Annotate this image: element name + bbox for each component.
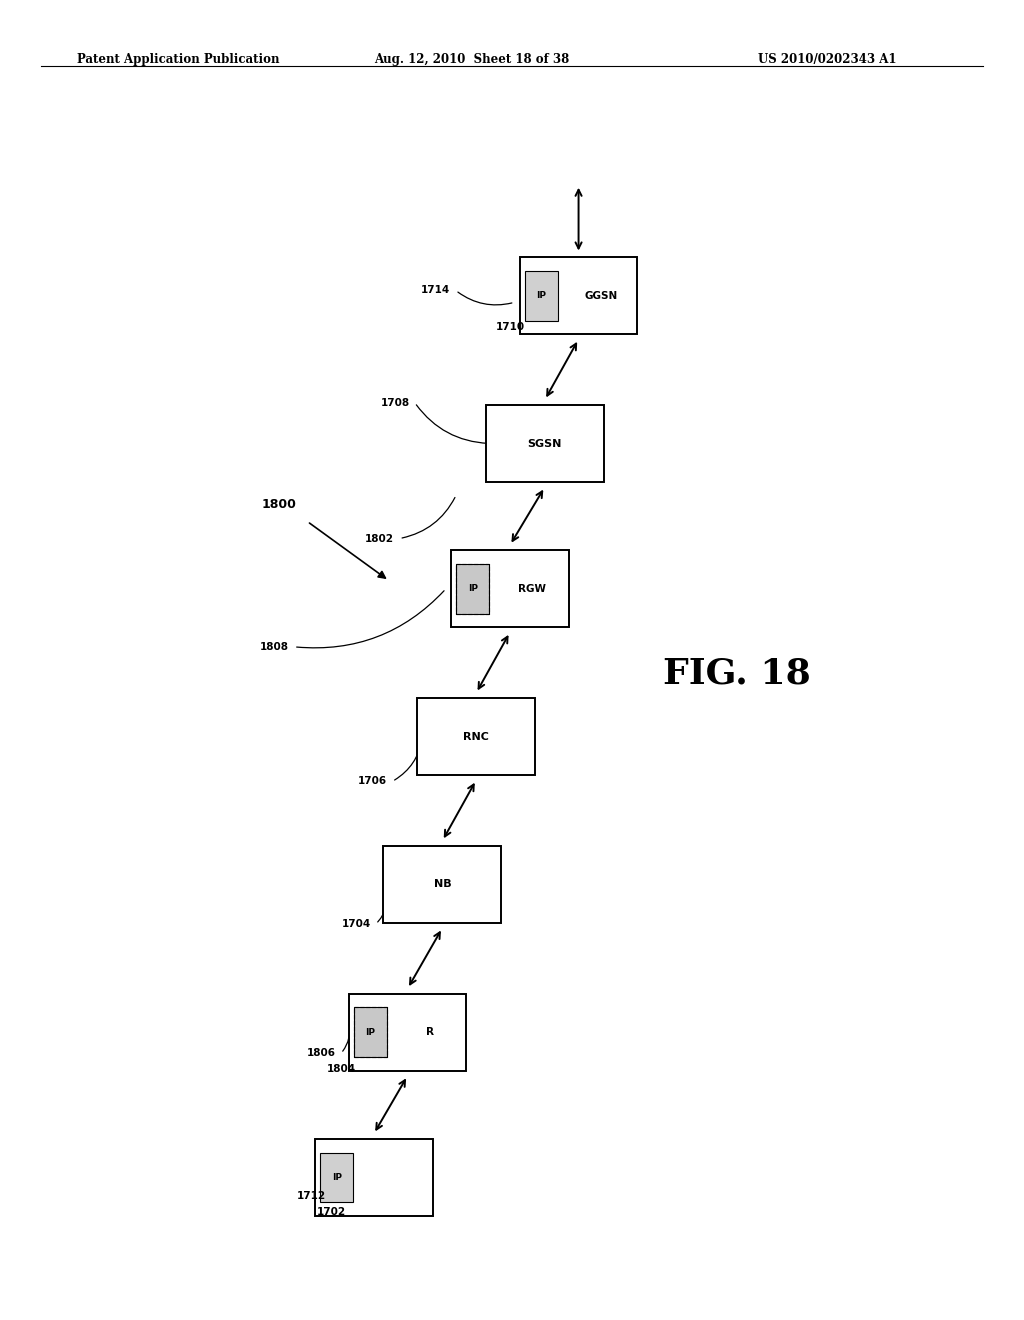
Text: 1708: 1708 <box>381 397 410 408</box>
FancyBboxPatch shape <box>354 1007 387 1057</box>
Text: Patent Application Publication: Patent Application Publication <box>77 53 280 66</box>
FancyBboxPatch shape <box>418 698 536 775</box>
Text: RNC: RNC <box>463 731 489 742</box>
Text: 1704: 1704 <box>341 919 371 929</box>
Text: FIG. 18: FIG. 18 <box>664 656 811 690</box>
Text: 1712: 1712 <box>297 1191 326 1201</box>
Text: 1702: 1702 <box>317 1206 346 1217</box>
FancyBboxPatch shape <box>451 550 569 627</box>
FancyBboxPatch shape <box>457 564 489 614</box>
Text: 1806: 1806 <box>307 1048 336 1059</box>
FancyBboxPatch shape <box>525 271 558 321</box>
Text: 1804: 1804 <box>328 1064 356 1074</box>
FancyBboxPatch shape <box>315 1139 432 1216</box>
Text: R: R <box>426 1027 434 1038</box>
Text: Aug. 12, 2010  Sheet 18 of 38: Aug. 12, 2010 Sheet 18 of 38 <box>374 53 569 66</box>
Text: GGSN: GGSN <box>585 290 617 301</box>
Text: 1714: 1714 <box>421 285 451 296</box>
FancyBboxPatch shape <box>383 846 502 923</box>
Text: RGW: RGW <box>518 583 547 594</box>
Text: US 2010/0202343 A1: US 2010/0202343 A1 <box>758 53 896 66</box>
FancyBboxPatch shape <box>486 405 604 482</box>
Text: 1710: 1710 <box>497 322 525 333</box>
Text: NB: NB <box>433 879 452 890</box>
Text: 1808: 1808 <box>260 642 289 652</box>
Text: 1802: 1802 <box>366 533 394 544</box>
Text: IP: IP <box>366 1028 376 1036</box>
FancyBboxPatch shape <box>321 1152 353 1203</box>
Text: 1706: 1706 <box>358 776 387 787</box>
Text: IP: IP <box>537 292 547 300</box>
Text: IP: IP <box>468 585 478 593</box>
FancyBboxPatch shape <box>519 257 637 334</box>
Text: 1800: 1800 <box>261 498 296 511</box>
FancyBboxPatch shape <box>348 994 467 1071</box>
Text: SGSN: SGSN <box>527 438 562 449</box>
Text: IP: IP <box>332 1173 342 1181</box>
